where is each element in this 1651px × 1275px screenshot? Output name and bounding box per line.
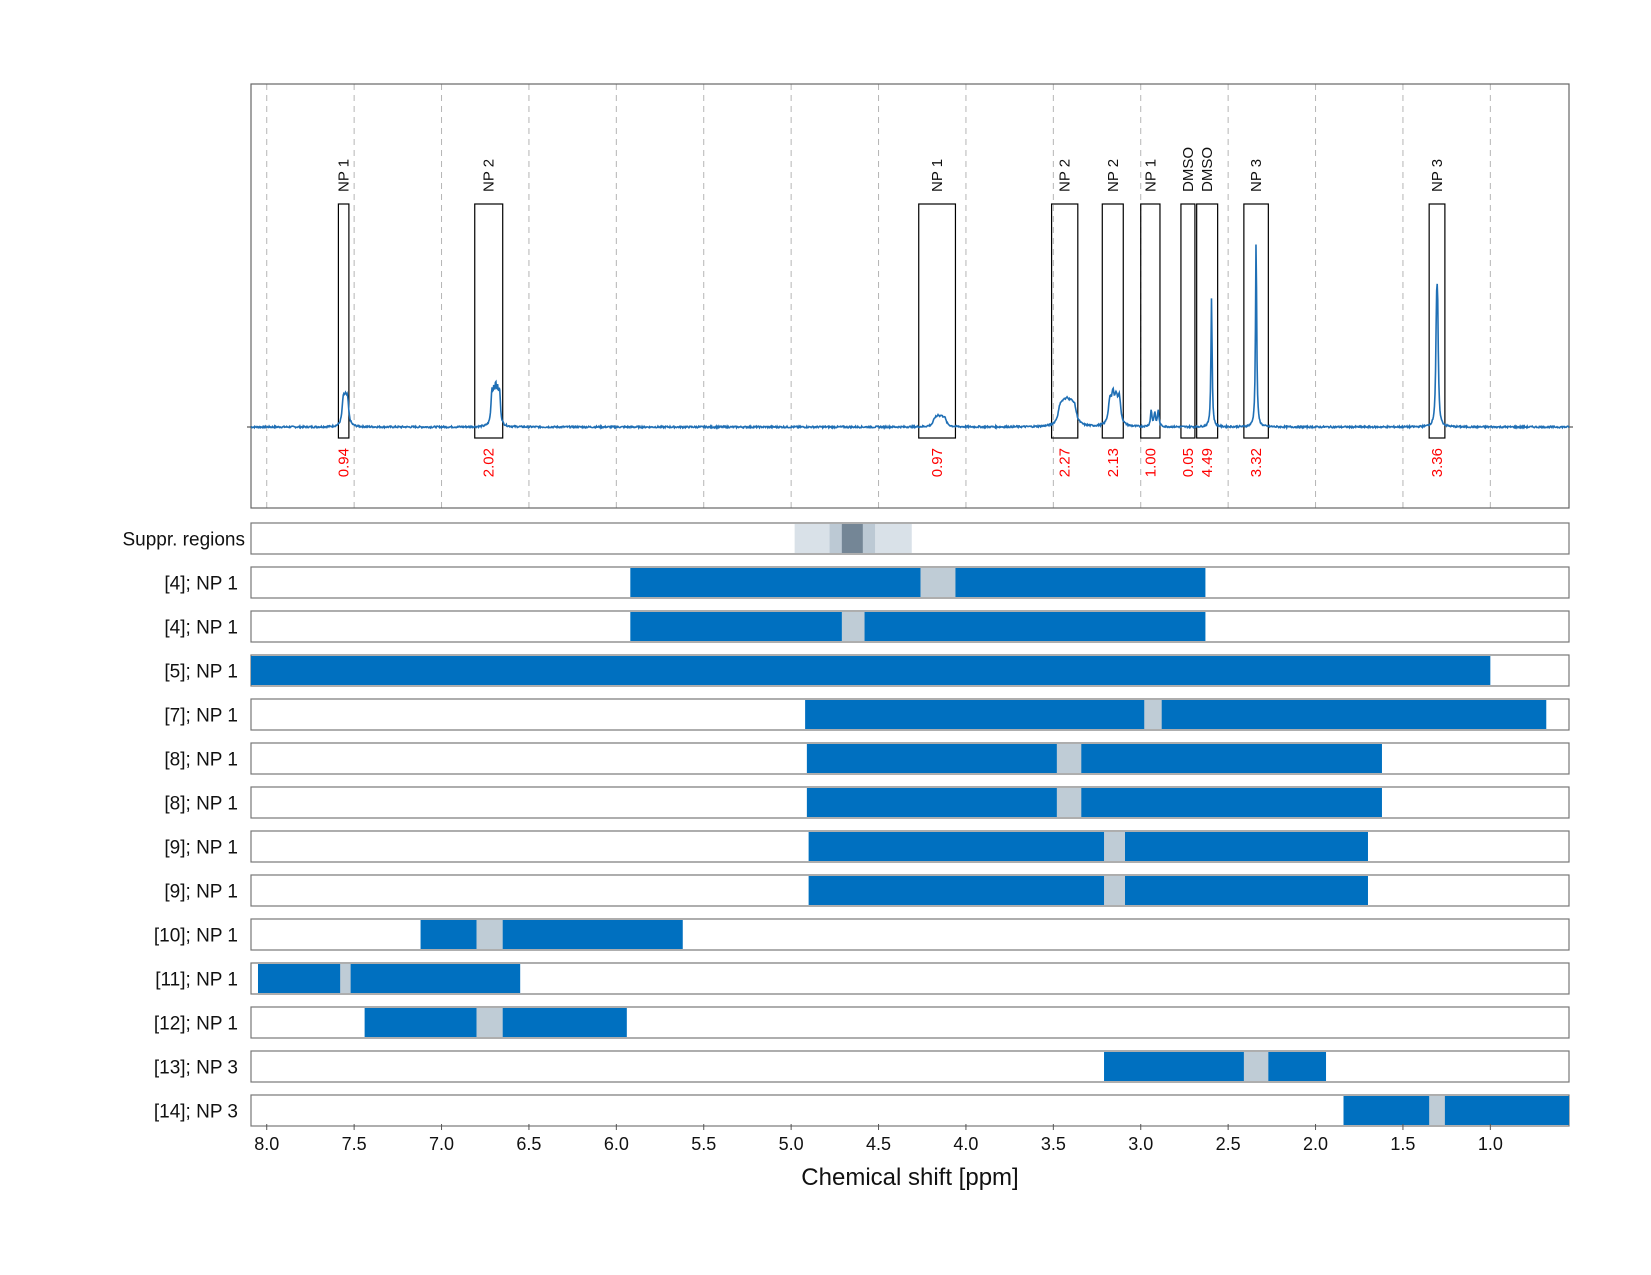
lane-label: [8]; NP 1 (164, 794, 238, 815)
range-gap (920, 568, 956, 597)
range-bar (630, 568, 1206, 597)
region-label: NP 1 (929, 159, 946, 192)
x-tick-label: 3.0 (1128, 1134, 1153, 1154)
lane-label: [9]; NP 1 (164, 882, 238, 903)
range-bar (808, 876, 1368, 905)
range-bar (1104, 1052, 1327, 1081)
integral-value: 0.97 (929, 448, 946, 477)
region-label: NP 1 (336, 159, 353, 192)
integration-region-box (1180, 203, 1196, 439)
lane-label: [4]; NP 1 (164, 618, 238, 639)
range-gap (1056, 744, 1082, 773)
range-gap (1104, 832, 1126, 861)
integral-value: 3.32 (1248, 448, 1265, 477)
x-tick-label: 8.0 (254, 1134, 279, 1154)
integration-region-box (1101, 203, 1124, 439)
x-tick-label: 6.5 (516, 1134, 541, 1154)
integral-value: 1.00 (1142, 448, 1159, 477)
region-label: NP 2 (1105, 159, 1122, 192)
range-lane (250, 1050, 1570, 1083)
integration-regions: NP 1 0.94 NP 2 2.02 NP 1 0.97 NP 2 2.27 NP 2 2.13… (336, 147, 1446, 477)
spectrum-panel-frame (250, 83, 1570, 509)
region-label: NP 1 (1142, 159, 1159, 192)
lane-label: [7]; NP 1 (164, 706, 238, 727)
range-bar (420, 920, 683, 949)
x-tick-label: 6.0 (604, 1134, 629, 1154)
range-gap (841, 612, 865, 641)
x-tick-label: 3.5 (1041, 1134, 1066, 1154)
range-gap (340, 964, 351, 993)
range-bar (808, 832, 1368, 861)
x-tick-label: 2.5 (1216, 1134, 1241, 1154)
x-tick-label: 5.0 (779, 1134, 804, 1154)
integration-region-box (1428, 203, 1446, 439)
lane-label: [11]; NP 1 (155, 970, 238, 991)
range-bar (630, 612, 1206, 641)
lane-label: [12]; NP 1 (154, 1014, 238, 1035)
integration-region-box (1196, 203, 1219, 439)
range-bar (257, 964, 521, 993)
region-label: NP 2 (481, 159, 498, 192)
region-label: NP 3 (1429, 159, 1446, 192)
integration-region-box (918, 203, 957, 439)
grid-lines (266, 84, 1491, 508)
range-bar (806, 788, 1382, 817)
lane-label: [10]; NP 1 (154, 926, 238, 947)
lane-label: [5]; NP 1 (164, 662, 238, 683)
integration-region-box (337, 203, 350, 439)
range-gap (1144, 700, 1162, 729)
lane-label: [14]; NP 3 (154, 1102, 238, 1123)
region-label: NP 3 (1248, 159, 1265, 192)
x-tick-label: 4.0 (953, 1134, 978, 1154)
integration-region-box (1140, 203, 1161, 439)
x-tick-label: 7.0 (429, 1134, 454, 1154)
range-bar (806, 744, 1382, 773)
x-tick-label: 2.0 (1303, 1134, 1328, 1154)
suppression-band (841, 524, 863, 553)
range-bar (251, 656, 1491, 685)
range-gap (1104, 876, 1126, 905)
range-gap (1429, 1096, 1445, 1125)
range-bar (805, 700, 1547, 729)
range-lanes: Suppr. regions [4]; NP 1 [4]; NP 1 [5]; NP … (122, 522, 1570, 1127)
x-tick-label: 4.5 (866, 1134, 891, 1154)
integral-value: 2.13 (1105, 448, 1122, 477)
region-label: DMSO (1180, 147, 1197, 192)
lane-label: Suppr. regions (122, 530, 245, 551)
range-gap (476, 920, 503, 949)
x-tick-label: 5.5 (691, 1134, 716, 1154)
integral-value: 0.05 (1180, 448, 1197, 477)
spectrum-line (250, 244, 1570, 431)
x-tick-label: 1.0 (1478, 1134, 1503, 1154)
integral-value: 3.36 (1429, 448, 1446, 477)
integral-value: 0.94 (336, 448, 353, 477)
range-gap (476, 1008, 503, 1037)
lane-label: [13]; NP 3 (154, 1058, 238, 1079)
lane-label: [4]; NP 1 (164, 574, 238, 595)
x-tick-label: 7.5 (342, 1134, 367, 1154)
region-label: DMSO (1199, 147, 1216, 192)
range-bar (1343, 1096, 1569, 1125)
integral-value: 4.49 (1199, 448, 1216, 477)
integration-region-box (1243, 203, 1269, 439)
x-axis: 8.0 7.5 7.0 6.5 6.0 5.5 5.0 4.5 4.0 3.5 3.0 2.5 2.0 1… (254, 1124, 1503, 1154)
x-axis-title: Chemical shift [ppm] (801, 1164, 1018, 1191)
integration-region-box (1050, 203, 1079, 439)
integral-value: 2.27 (1057, 448, 1074, 477)
region-label: NP 2 (1057, 159, 1074, 192)
integration-region-box (474, 203, 504, 439)
range-gap (1243, 1052, 1269, 1081)
lane-label: [9]; NP 1 (164, 838, 238, 859)
x-tick-label: 1.5 (1390, 1134, 1415, 1154)
lane-label: [8]; NP 1 (164, 750, 238, 771)
range-gap (1056, 788, 1082, 817)
integral-value: 2.02 (481, 448, 498, 477)
